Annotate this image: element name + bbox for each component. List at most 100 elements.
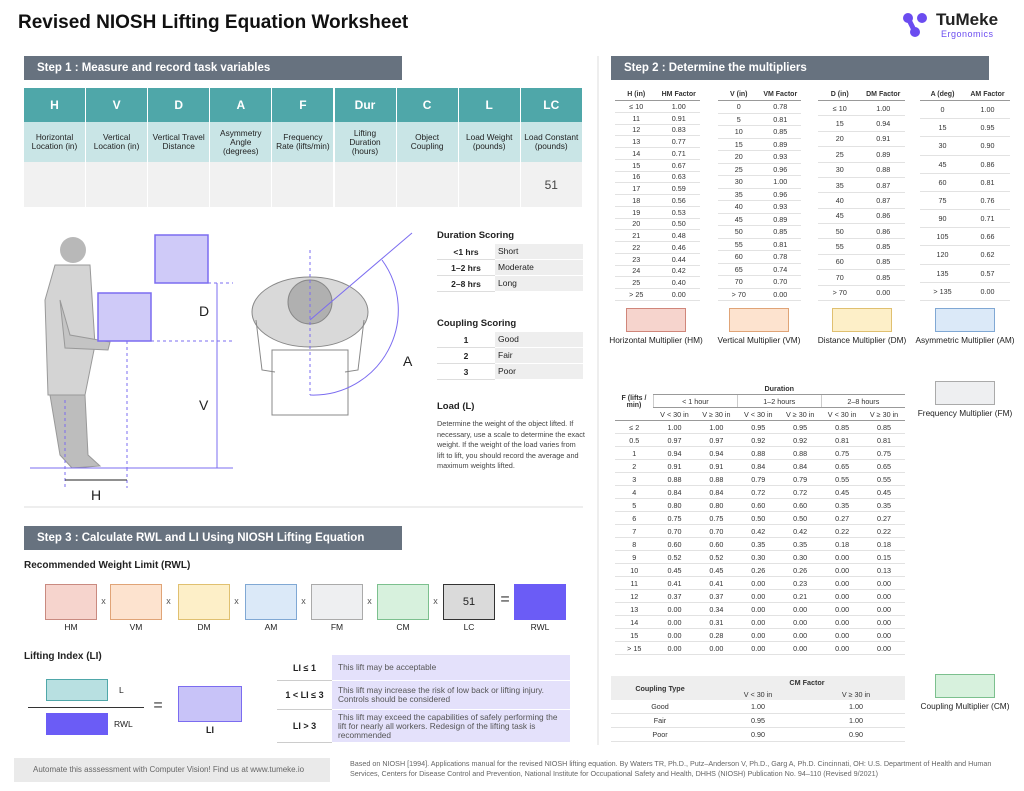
header-cell: V (in): [718, 88, 760, 101]
header-cell: A (deg): [920, 88, 965, 101]
step-heading: Step 1 : Measure and record task variabl…: [24, 56, 402, 80]
table-cell: 0.80: [653, 498, 696, 512]
table-cell: 0.88: [653, 472, 696, 486]
table-cell: 1.00: [759, 175, 801, 189]
swatch-label: Vertical Multiplier (VM): [717, 335, 801, 345]
table-row: 1 0.94 0.94 0.88 0.88 0.75 0.75: [615, 446, 905, 460]
table-cell: 0.00: [863, 641, 905, 655]
table-cell: 25: [718, 163, 760, 176]
table-cell: 13: [615, 602, 654, 616]
table-row: 0 0.78: [718, 100, 801, 114]
table-cell: 0.65: [821, 459, 864, 473]
table-cell: 0.91: [653, 459, 696, 473]
table-cell: 0.00: [821, 602, 864, 616]
score-value: Poor: [495, 364, 583, 380]
table-row: 105 0.66: [920, 227, 1010, 247]
table-cell: 0.91: [657, 112, 700, 125]
table-cell: 0.85: [861, 269, 905, 286]
table-cell: 9: [615, 550, 654, 564]
table-cell: 60: [920, 173, 965, 192]
column-code: L: [458, 88, 521, 122]
table-cell: 0.71: [657, 147, 700, 160]
table-cell: 0.88: [695, 472, 738, 486]
column-code: Dur: [334, 88, 397, 122]
column-code: V: [86, 88, 149, 122]
table-cell: 0.60: [779, 498, 822, 512]
li-description: This lift may increase the risk of low b…: [332, 681, 570, 710]
load-title: Load (L): [437, 401, 475, 412]
side-view: [30, 234, 233, 488]
top-view: [251, 232, 413, 416]
table-cell: 0.95: [737, 420, 780, 434]
logo-icon: [903, 13, 927, 37]
table-cell: 15: [615, 159, 658, 172]
table-cell: ≤ 10: [615, 100, 658, 113]
table-row: 25 0.89: [818, 146, 905, 163]
table-cell: 0.18: [821, 537, 864, 551]
table-cell: 0.00: [653, 602, 696, 616]
section-title: Lifting Index (LI): [24, 651, 102, 662]
table-cell: 0.81: [863, 433, 905, 447]
header-cell: V ≥ 30 in: [695, 407, 738, 421]
table-cell: 75: [920, 191, 965, 211]
table-cell: 65: [718, 263, 760, 276]
table-cell: 12: [615, 589, 654, 603]
table-row: 3 0.88 0.88 0.79 0.79 0.55 0.55: [615, 472, 905, 486]
table-cell: 3: [615, 472, 654, 486]
table-cell: 0: [718, 100, 760, 114]
table-row: 14 0.71: [615, 147, 700, 160]
table-cell: 40: [718, 200, 760, 214]
term-label: RWL: [530, 622, 550, 632]
value-cell: [396, 162, 459, 207]
table-cell: 0.00: [657, 288, 700, 301]
table-row: 22 0.46: [615, 241, 700, 254]
table-cell: 0.00: [779, 628, 822, 642]
header-cell: AM Factor: [965, 88, 1010, 101]
column-label: Asymmetry Angle (degrees): [210, 122, 273, 162]
table-cell: 0.30: [779, 550, 822, 564]
table-cell: 0.44: [657, 253, 700, 266]
step-heading: Step 2 : Determine the multipliers: [611, 56, 989, 80]
table-row: 15 0.95: [920, 118, 1010, 138]
table-cell: 0.72: [737, 485, 780, 499]
li-label: LI: [206, 725, 214, 735]
table-cell: 0.75: [653, 511, 696, 525]
scoring-title: Duration Scoring: [437, 230, 515, 241]
figure-label: H: [91, 487, 102, 503]
frequency-table: F (lifts / min) Duration < 1 hour 1–2 hours…: [615, 383, 905, 655]
scoring-title: Coupling Scoring: [437, 318, 517, 329]
table-cell: 0.50: [657, 218, 700, 231]
table-cell: 0.97: [695, 433, 738, 447]
fraction-line: [28, 707, 144, 708]
table-cell: 0.00: [737, 641, 780, 655]
table-row: 8 0.60 0.60 0.35 0.35 0.18 0.18: [615, 537, 905, 551]
table-row: 0 1.00: [920, 100, 1010, 120]
table-cell: 0.00: [779, 641, 822, 655]
table-cell: 0.27: [863, 511, 905, 525]
table-row: 20 0.93: [718, 150, 801, 164]
term-box: [377, 584, 429, 620]
table-cell: 0.66: [965, 227, 1010, 247]
table-cell: 0.95: [709, 713, 807, 728]
table-row: 9 0.52 0.52 0.30 0.30 0.00 0.15: [615, 550, 905, 564]
table-row: 55 0.85: [818, 238, 905, 255]
table-cell: 1.00: [965, 100, 1010, 120]
result-box: [514, 584, 566, 620]
table-cell: 0.84: [653, 485, 696, 499]
logo-name: TuMeke: [936, 10, 999, 29]
table-row: > 135 0.00: [920, 282, 1010, 301]
header-cell: D (in): [818, 88, 862, 101]
swatch-label: Frequency Multiplier (FM): [917, 408, 1013, 418]
table-row: 30 0.88: [818, 162, 905, 178]
table-cell: 5: [615, 498, 654, 512]
table-row: 5 0.80 0.80 0.60 0.60 0.35 0.35: [615, 498, 905, 512]
table-cell: 0.26: [779, 563, 822, 577]
li-range: LI > 3: [277, 710, 332, 743]
table-cell: 0.75: [695, 511, 738, 525]
table-cell: 135: [920, 264, 965, 283]
li-description: This lift may exceed the capabilities of…: [332, 710, 570, 743]
table-row: 11 0.41 0.41 0.00 0.23 0.00 0.00: [615, 576, 905, 590]
header-cell: H (in): [615, 88, 658, 101]
score-key: 2–8 hrs: [437, 276, 495, 292]
header-row: H (in) HM Factor: [615, 88, 700, 101]
